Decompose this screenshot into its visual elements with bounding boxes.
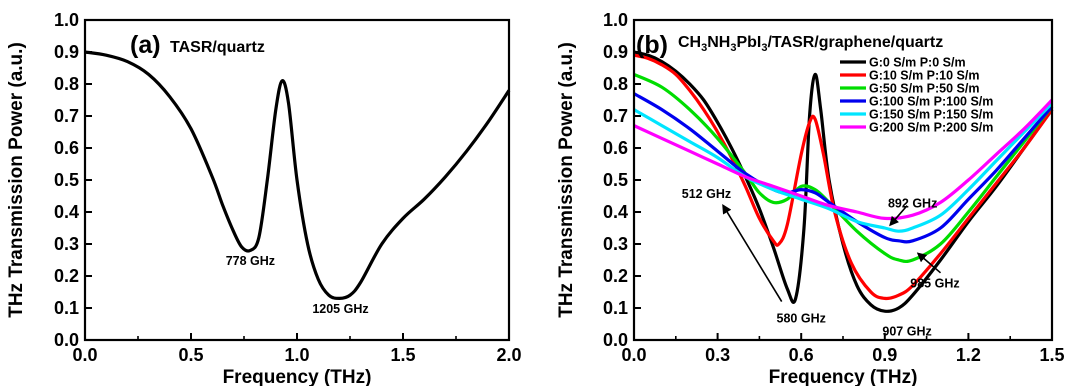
panel-a-ytick-label: 0.0 bbox=[54, 330, 79, 350]
panel-b-letter: (b) bbox=[636, 31, 668, 59]
panel-a-xtick-label: 0.5 bbox=[178, 345, 203, 365]
panel-a-ytick-label: 0.4 bbox=[54, 202, 79, 222]
panel-b-xtick-label: 1.5 bbox=[1039, 345, 1064, 365]
panel-b-ytick-label: 0.9 bbox=[603, 42, 628, 62]
panel-b-annotation: 907 GHz bbox=[882, 324, 931, 338]
panel-a-ytick-label: 1.0 bbox=[54, 10, 79, 30]
panel-a-plot-frame bbox=[83, 18, 511, 342]
panel-a-annotation-1205: 1205 GHz bbox=[312, 302, 368, 316]
panel-a-title: TASR/quartz bbox=[170, 39, 265, 56]
panel-b: 0.0 0.3 0.6 0.9 1.2 1.5 0.0 0.1 0.2 0.3 0.4 0.5 0.6 0… bbox=[556, 10, 1065, 386]
annotation-arrow bbox=[722, 203, 783, 303]
panel-b-xtick-label: 0.0 bbox=[621, 345, 646, 365]
panel-a-xtick-label: 1.5 bbox=[390, 345, 415, 365]
panel-a-series-line-0 bbox=[84, 50, 511, 300]
legend-label: G:100 S/m P:100 S/m bbox=[869, 95, 993, 109]
panel-b-series-line-3 bbox=[633, 92, 1054, 244]
panel-b-annotation: 985 GHz bbox=[910, 276, 959, 290]
panel-a-ticks: 0.0 0.5 1.0 1.5 2.0 0.0 0.1 0.2 0.3 0.4 0.5 0.6 0.7 0… bbox=[54, 10, 522, 365]
panel-a-xtick-label: 0.0 bbox=[72, 345, 97, 365]
legend-label: G:50 S/m P:50 S/m bbox=[869, 82, 979, 96]
panel-b-ytick-label: 0.2 bbox=[603, 266, 628, 286]
panel-a-ytick-label: 0.2 bbox=[54, 266, 79, 286]
panel-b-ytick-label: 0.4 bbox=[603, 202, 628, 222]
panel-a-annotation-778: 778 GHz bbox=[226, 254, 275, 268]
panel-b-ylabel: THz Transmission Power (a.u.) bbox=[556, 42, 577, 318]
panel-b-series-line-2 bbox=[633, 72, 1054, 264]
panel-b-ticks: 0.0 0.3 0.6 0.9 1.2 1.5 0.0 0.1 0.2 0.3 0.4 0.5 0.6 0… bbox=[603, 10, 1065, 365]
panel-b-ytick-label: 1.0 bbox=[603, 10, 628, 30]
panel-b-series-line-4 bbox=[633, 102, 1054, 233]
panel-b-annotation: 580 GHz bbox=[777, 312, 826, 326]
panel-b-annotations: 512 GHz 580 GHz 892 GHz 985 GHz 907 GHz bbox=[682, 187, 960, 339]
panel-b-series bbox=[633, 50, 1054, 313]
panel-b-series-line-0 bbox=[633, 50, 1054, 313]
panel-b-series-line-1 bbox=[633, 53, 1054, 301]
panel-a-xlabel: Frequency (THz) bbox=[223, 367, 372, 386]
legend-label: G:10 S/m P:10 S/m bbox=[869, 69, 979, 83]
panel-a-ytick-label: 0.3 bbox=[54, 234, 79, 254]
panel-b-xtick-label: 0.9 bbox=[872, 345, 897, 365]
panel-a-xtick-label: 1.0 bbox=[284, 345, 309, 365]
panel-b-ytick-label: 0.6 bbox=[603, 138, 628, 158]
annotation-arrow bbox=[916, 252, 942, 274]
panel-a-ytick-label: 0.5 bbox=[54, 170, 79, 190]
panel-b-annotation: 892 GHz bbox=[888, 196, 937, 210]
panel-a: 0.0 0.5 1.0 1.5 2.0 0.0 0.1 0.2 0.3 0.4 0.5 0.6 0.7 0… bbox=[6, 10, 522, 386]
annotation-arrow bbox=[889, 205, 908, 227]
panel-b-ytick-label: 0.5 bbox=[603, 170, 628, 190]
panel-b-ytick-label: 0.3 bbox=[603, 234, 628, 254]
panel-b-ytick-label: 0.1 bbox=[603, 298, 628, 318]
panel-b-ytick-label: 0.8 bbox=[603, 74, 628, 94]
panel-a-series bbox=[84, 50, 511, 300]
legend-label: G:150 S/m P:150 S/m bbox=[869, 108, 993, 122]
legend-label: G:0 S/m P:0 S/m bbox=[869, 56, 966, 70]
panel-a-xtick-label: 2.0 bbox=[496, 345, 521, 365]
panel-b-plot-frame bbox=[632, 18, 1054, 342]
panel-b-series-line-5 bbox=[633, 98, 1054, 221]
panel-a-letter: (a) bbox=[130, 31, 161, 59]
panel-b-xlabel: Frequency (THz) bbox=[769, 367, 918, 386]
panel-a-ytick-label: 0.7 bbox=[54, 106, 79, 126]
panel-b-arrows bbox=[722, 203, 942, 303]
panel-b-ytick-label: 0.7 bbox=[603, 106, 628, 126]
panel-b-xtick-label: 0.3 bbox=[705, 345, 730, 365]
panel-b-legend: G:0 S/m P:0 S/mG:10 S/m P:10 S/mG:50 S/m… bbox=[840, 56, 993, 135]
panel-a-ytick-label: 0.6 bbox=[54, 138, 79, 158]
panel-a-ylabel: THz Transmission Power (a.u.) bbox=[6, 42, 27, 318]
panel-a-ytick-label: 0.8 bbox=[54, 74, 79, 94]
panel-b-xtick-label: 0.6 bbox=[789, 345, 814, 365]
panel-a-ytick-label: 0.1 bbox=[54, 298, 79, 318]
panel-b-title: CH3NH3PbI3/TASR/graphene/quartz bbox=[678, 34, 943, 54]
panel-b-ytick-label: 0.0 bbox=[603, 330, 628, 350]
panel-b-annotation: 512 GHz bbox=[682, 187, 731, 201]
panel-b-xtick-label: 1.2 bbox=[956, 345, 981, 365]
panel-a-ytick-label: 0.9 bbox=[54, 42, 79, 62]
legend-label: G:200 S/m P:200 S/m bbox=[869, 121, 993, 135]
